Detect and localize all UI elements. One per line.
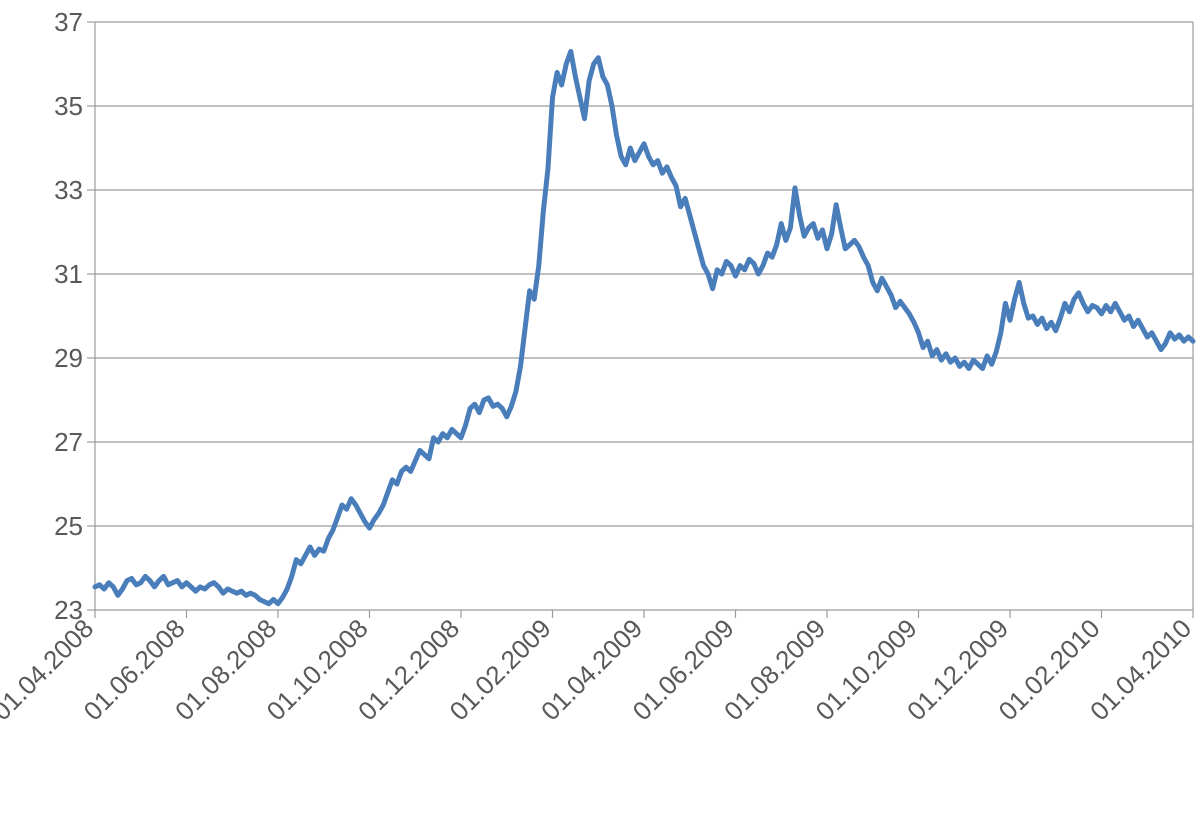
line-chart: 232527293133353701.04.200801.06.200801.0… xyxy=(0,0,1200,823)
chart-svg: 232527293133353701.04.200801.06.200801.0… xyxy=(0,0,1200,823)
y-tick-label: 27 xyxy=(54,427,83,457)
y-tick-label: 25 xyxy=(54,511,83,541)
y-tick-label: 31 xyxy=(54,259,83,289)
y-tick-label: 33 xyxy=(54,175,83,205)
y-tick-label: 37 xyxy=(54,7,83,37)
y-tick-label: 35 xyxy=(54,91,83,121)
y-tick-label: 29 xyxy=(54,343,83,373)
